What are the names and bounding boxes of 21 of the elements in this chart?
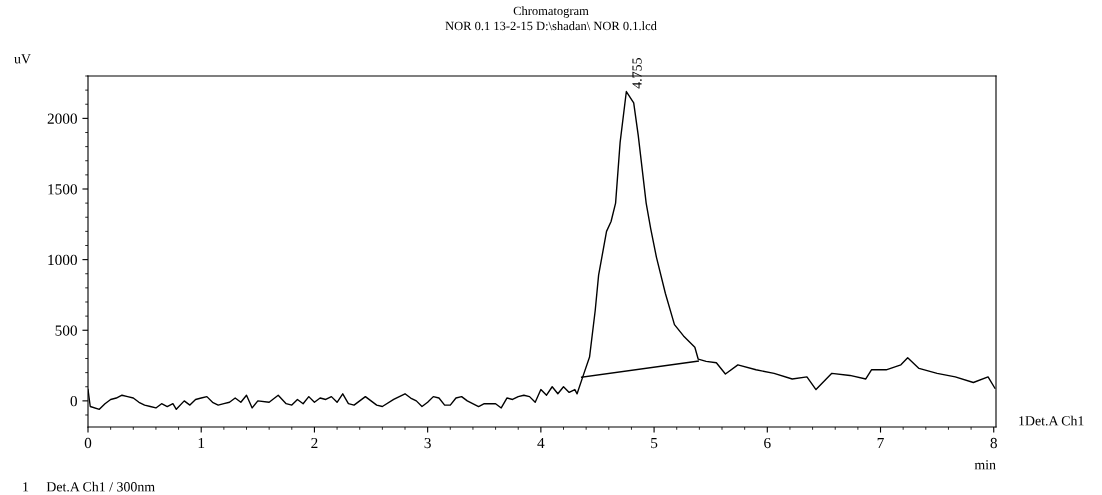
x-tick-label: 8 bbox=[990, 437, 997, 449]
text: 1 Det.A Ch1 / 300nm bbox=[23, 481, 155, 492]
y-tick-label: 2000 bbox=[47, 113, 77, 124]
y-tick-label: 0 bbox=[70, 396, 77, 407]
chart-subtitle: NOR 0.1 13-2-15 D:\shadan\ NOR 0.1.lcd bbox=[445, 21, 657, 31]
y-tick-label: 1000 bbox=[48, 254, 77, 266]
x-tick-label: 7 bbox=[877, 438, 884, 449]
x-tick-label: 3 bbox=[424, 437, 431, 449]
y-tick-label: 1500 bbox=[48, 184, 77, 195]
x-tick-label: 4 bbox=[537, 437, 545, 449]
x-axis-title: min bbox=[974, 460, 996, 470]
text: 1Det.A Ch1 bbox=[1019, 415, 1084, 426]
annotation: 4.755 bbox=[632, 58, 642, 89]
y-tick-label: 500 bbox=[55, 325, 77, 336]
y-axis-title: uV bbox=[14, 54, 31, 64]
x-tick-label: 1 bbox=[198, 437, 205, 449]
x-tick-label: 2 bbox=[311, 437, 318, 449]
x-tick-label: 5 bbox=[651, 438, 658, 449]
chart-title: Chromatogram bbox=[513, 6, 589, 18]
x-tick-label: 6 bbox=[764, 437, 771, 449]
x-tick-label: 0 bbox=[84, 437, 92, 449]
